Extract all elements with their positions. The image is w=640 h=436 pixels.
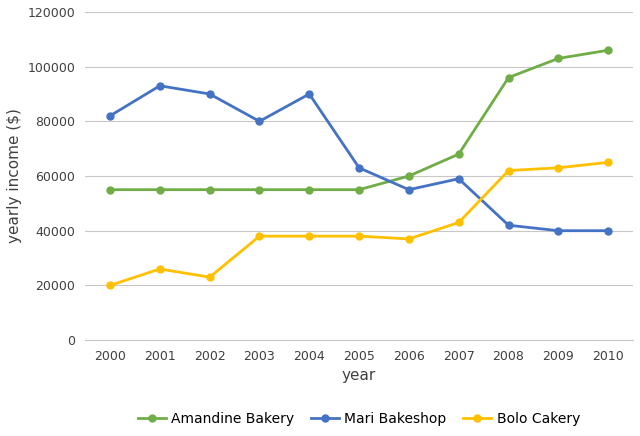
Bolo Cakery <box>604 160 612 165</box>
Amandine Bakery <box>255 187 263 192</box>
Mari Bakeshop <box>355 165 363 170</box>
Line: Bolo Cakery: Bolo Cakery <box>106 159 612 289</box>
Line: Mari Bakeshop: Mari Bakeshop <box>106 82 612 234</box>
Mari Bakeshop <box>455 176 463 181</box>
Bolo Cakery <box>505 168 513 173</box>
Amandine Bakery <box>505 75 513 80</box>
Bolo Cakery <box>405 236 413 242</box>
Mari Bakeshop <box>554 228 562 233</box>
Amandine Bakery <box>156 187 164 192</box>
Y-axis label: yearly income ($): yearly income ($) <box>7 109 22 243</box>
Mari Bakeshop <box>505 223 513 228</box>
Bolo Cakery <box>206 275 214 280</box>
Line: Amandine Bakery: Amandine Bakery <box>106 47 612 193</box>
Mari Bakeshop <box>405 187 413 192</box>
Amandine Bakery <box>554 56 562 61</box>
Amandine Bakery <box>405 174 413 179</box>
Bolo Cakery <box>106 283 114 288</box>
Bolo Cakery <box>455 220 463 225</box>
Bolo Cakery <box>554 165 562 170</box>
Mari Bakeshop <box>604 228 612 233</box>
Legend: Amandine Bakery, Mari Bakeshop, Bolo Cakery: Amandine Bakery, Mari Bakeshop, Bolo Cak… <box>132 406 586 431</box>
Mari Bakeshop <box>255 119 263 124</box>
Amandine Bakery <box>206 187 214 192</box>
Bolo Cakery <box>305 234 313 239</box>
Bolo Cakery <box>156 266 164 272</box>
Mari Bakeshop <box>106 113 114 119</box>
Amandine Bakery <box>455 152 463 157</box>
Mari Bakeshop <box>305 92 313 97</box>
Bolo Cakery <box>355 234 363 239</box>
Bolo Cakery <box>255 234 263 239</box>
Amandine Bakery <box>305 187 313 192</box>
Mari Bakeshop <box>206 92 214 97</box>
X-axis label: year: year <box>342 368 376 383</box>
Amandine Bakery <box>106 187 114 192</box>
Amandine Bakery <box>355 187 363 192</box>
Amandine Bakery <box>604 48 612 53</box>
Mari Bakeshop <box>156 83 164 89</box>
